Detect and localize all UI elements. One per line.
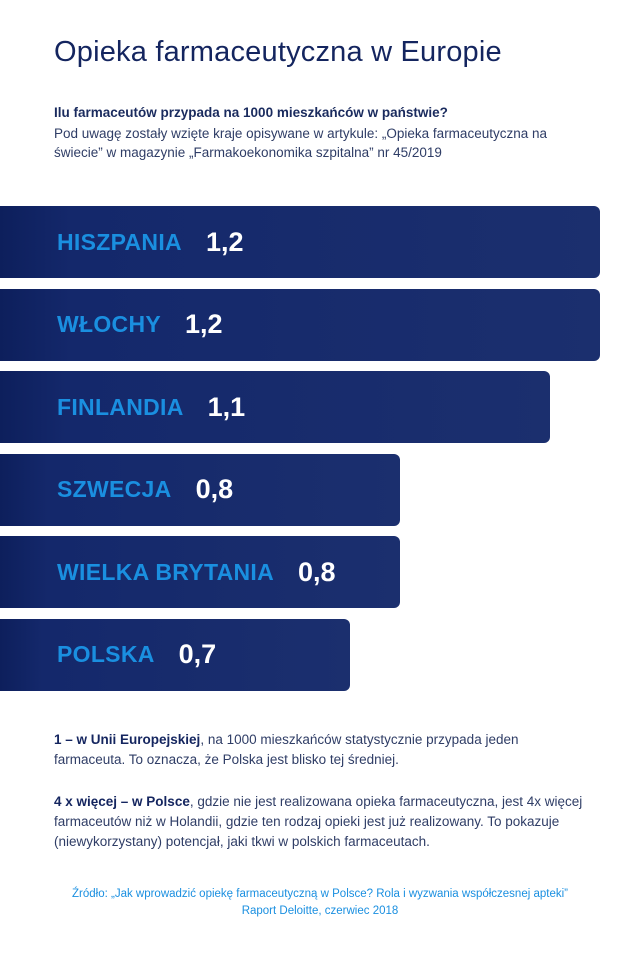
bar-label: POLSKA [57, 641, 155, 667]
bar: POLSKA 0,7 [0, 618, 350, 691]
fact-poland-bold: 4 x więcej – w Polsce [54, 794, 190, 809]
bar-label: WIELKA BRYTANIA [57, 558, 275, 585]
fact-eu: 1 – w Unii Europejskiej, na 1000 mieszka… [54, 730, 584, 770]
bar-value-label: 1,2 [185, 309, 223, 339]
fact-eu-text: , na 1000 mieszkańców statystycznie przy… [54, 732, 519, 767]
bar: WŁOCHY 1,2 [0, 288, 600, 361]
bar: WIELKA BRYTANIA 0,8 [0, 536, 400, 608]
bar-value-label: 1,1 [207, 391, 246, 422]
fact-poland: 4 x więcej – w Polsce, gdzie nie jest re… [54, 792, 584, 852]
bar-value-label: 0,8 [195, 474, 234, 504]
bar: HISZPANIA 1,2 [0, 206, 600, 278]
fact-poland-text: , gdzie nie jest realizowana opieka farm… [54, 794, 583, 849]
bar-value-label: 0,8 [298, 556, 336, 587]
source-note: Źródło: „Jak wprowadzić opiekę farmaceut… [72, 888, 568, 917]
bar: SZWECJA 0,8 [0, 453, 400, 526]
page-title: Opieka farmaceutyczna w Europie [54, 36, 502, 68]
bar-value-label: 1,2 [205, 226, 244, 257]
chart-note: Pod uwagę zostały wzięte kraje opisywane… [54, 126, 547, 160]
bar-label: HISZPANIA [57, 228, 182, 255]
chart-subtitle: Ilu farmaceutów przypada na 1000 mieszka… [54, 105, 448, 120]
bar-label: FINLANDIA [57, 393, 184, 420]
fact-eu-bold: 1 – w Unii Europejskiej [54, 732, 201, 747]
bar: FINLANDIA 1,1 [0, 371, 550, 443]
bar-label: WŁOCHY [57, 311, 162, 337]
bar-label: SZWECJA [57, 476, 172, 502]
bar-value-label: 0,7 [178, 639, 217, 669]
